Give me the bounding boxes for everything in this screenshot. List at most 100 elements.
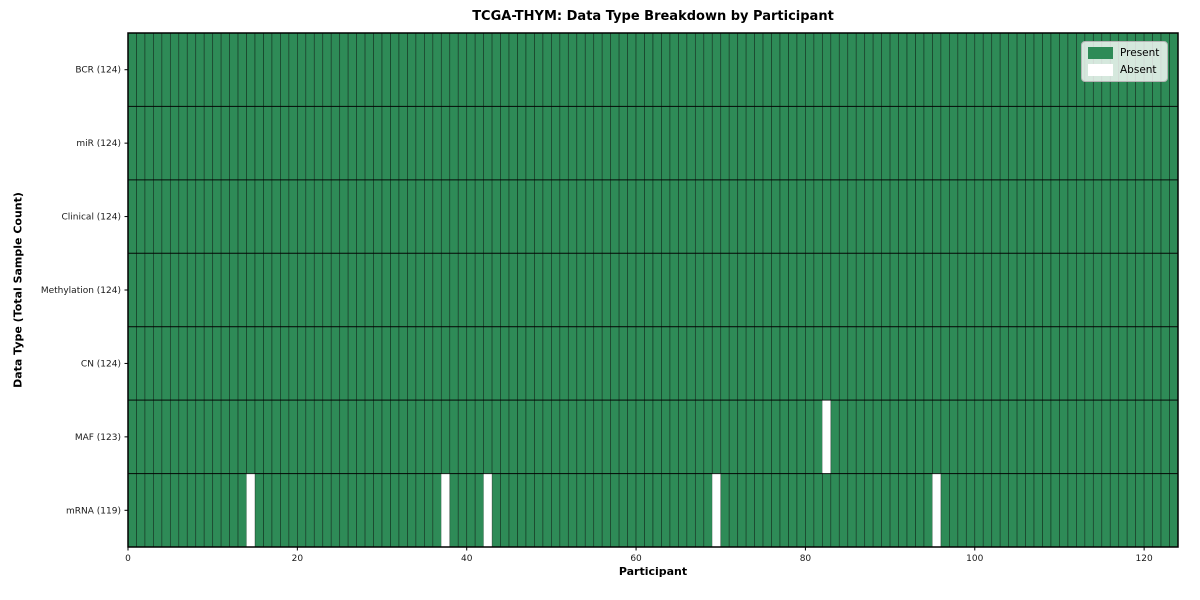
heatmap-cell — [220, 106, 230, 181]
heatmap-cell — [559, 179, 569, 254]
heatmap-cell — [398, 106, 408, 181]
heatmap-cell — [745, 473, 755, 548]
heatmap-cell — [788, 106, 798, 181]
heatmap-cell — [1092, 326, 1103, 401]
heatmap-cell — [466, 32, 476, 107]
heatmap-cell — [254, 106, 264, 181]
heatmap-cell — [347, 473, 357, 548]
heatmap-cell — [965, 179, 976, 254]
heatmap-cell — [457, 326, 468, 401]
heatmap-cell — [762, 326, 772, 401]
heatmap-cell — [432, 179, 442, 254]
heatmap-cell — [449, 326, 459, 401]
heatmap-cell — [263, 326, 273, 401]
heatmap-cell — [195, 399, 205, 474]
heatmap-cell — [229, 106, 239, 181]
heatmap-cell — [982, 399, 993, 474]
heatmap-cell — [1135, 326, 1145, 401]
heatmap-cell — [263, 32, 273, 107]
heatmap-cell — [1084, 399, 1094, 474]
heatmap-cell — [593, 179, 603, 254]
heatmap-cell — [373, 106, 383, 181]
heatmap-cell — [720, 179, 730, 254]
heatmap-cell — [754, 252, 764, 328]
heatmap-cell — [339, 106, 349, 181]
heatmap-cell — [678, 326, 688, 401]
heatmap-cell — [305, 326, 315, 401]
heatmap-cell — [974, 399, 984, 474]
heatmap-cell — [720, 252, 730, 328]
heatmap-cell — [500, 179, 510, 254]
heatmap-cell — [728, 399, 739, 474]
heatmap-cell — [330, 326, 341, 401]
heatmap-cell — [390, 326, 400, 401]
heatmap-cell — [424, 473, 434, 548]
heatmap-cell — [635, 326, 645, 401]
heatmap-cell — [712, 473, 721, 547]
heatmap-cell — [567, 473, 578, 548]
heatmap-cell — [551, 473, 561, 548]
heatmap-cell — [305, 473, 315, 548]
heatmap-cell — [1042, 179, 1052, 254]
heatmap-cell — [771, 106, 781, 181]
heatmap-cell — [398, 32, 408, 107]
heatmap-cell — [356, 473, 366, 548]
heatmap-cell — [652, 399, 662, 474]
heatmap-cell — [449, 252, 459, 328]
heatmap-cell — [356, 399, 366, 474]
heatmap-cell — [940, 252, 950, 328]
heatmap-cell — [500, 473, 510, 548]
heatmap-cell — [1160, 399, 1170, 474]
heatmap-cell — [1143, 326, 1153, 401]
heatmap-cell — [364, 252, 374, 328]
heatmap-cell — [949, 326, 959, 401]
heatmap-cell — [254, 252, 264, 328]
heatmap-cell — [999, 179, 1009, 254]
heatmap-cell — [203, 252, 214, 328]
heatmap-cell — [1092, 106, 1103, 181]
heatmap-cell — [915, 32, 925, 107]
heatmap-cell — [889, 252, 899, 328]
heatmap-cell — [127, 252, 137, 328]
heatmap-cell — [618, 252, 628, 328]
heatmap-cell — [1160, 326, 1170, 401]
chart-title: TCGA-THYM: Data Type Breakdown by Partic… — [472, 9, 834, 24]
heatmap-cell — [1109, 326, 1120, 401]
heatmap-cell — [999, 473, 1009, 548]
heatmap-cell — [796, 106, 806, 181]
heatmap-cell — [762, 32, 772, 107]
heatmap-cell — [517, 179, 527, 254]
heatmap-cell — [838, 326, 849, 401]
heatmap-cell — [686, 179, 696, 254]
heatmap-cell — [534, 32, 544, 107]
heatmap-cell — [186, 32, 197, 107]
heatmap-cell — [237, 326, 247, 401]
heatmap-cell — [373, 32, 383, 107]
heatmap-cell — [847, 399, 857, 474]
heatmap-cell — [229, 179, 239, 254]
heatmap-cell — [432, 473, 442, 548]
heatmap-cell — [1067, 473, 1077, 548]
heatmap-cell — [974, 106, 984, 181]
heatmap-cell — [864, 179, 874, 254]
heatmap-cell — [1033, 399, 1043, 474]
heatmap-cell — [322, 32, 332, 107]
heatmap-cell — [923, 179, 933, 254]
heatmap-cell — [1160, 106, 1170, 181]
heatmap-cell — [322, 252, 332, 328]
heatmap-cell — [601, 399, 612, 474]
heatmap-cell — [779, 106, 789, 181]
heatmap-cell — [1126, 326, 1137, 401]
heatmap-cell — [872, 32, 882, 107]
heatmap-cell — [254, 326, 264, 401]
heatmap-cell — [1169, 326, 1179, 401]
heatmap-cell — [635, 32, 645, 107]
heatmap-cell — [1092, 399, 1103, 474]
heatmap-cell — [627, 106, 637, 181]
heatmap-cell — [178, 179, 188, 254]
heatmap-cell — [771, 179, 781, 254]
heatmap-cell — [635, 252, 645, 328]
heatmap-cell — [339, 326, 349, 401]
heatmap-cell — [881, 106, 891, 181]
heatmap-cell — [847, 326, 857, 401]
